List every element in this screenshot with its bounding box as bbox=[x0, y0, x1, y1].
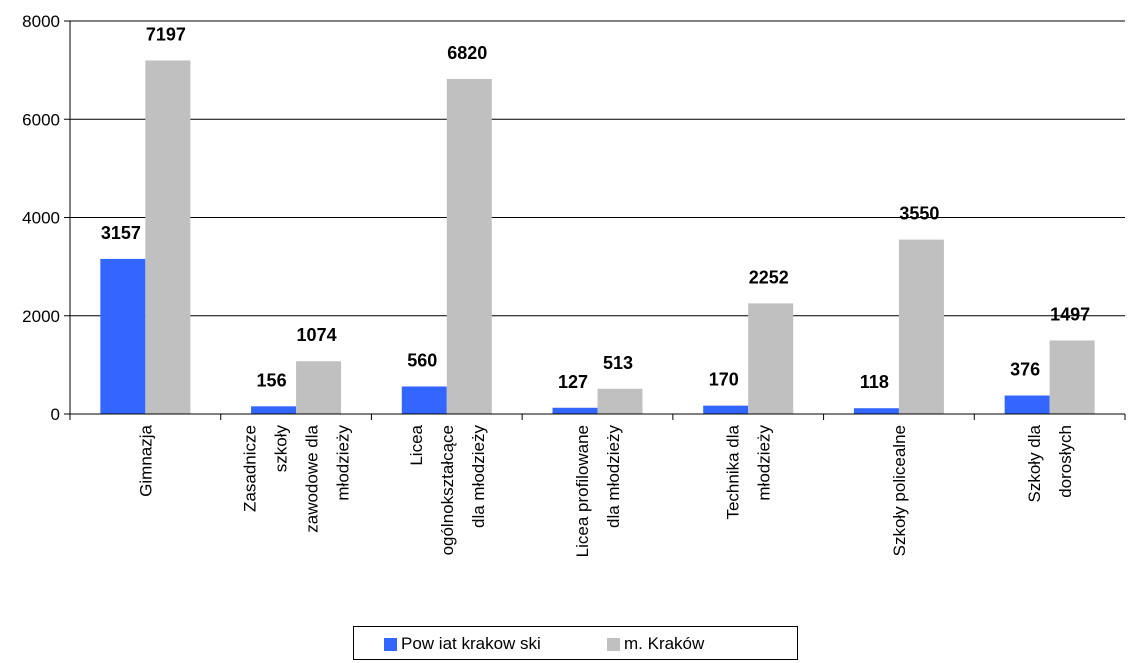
category-label: Licea ogólnokształcące dla młodzieży bbox=[407, 424, 488, 555]
category-label-line: Zasadnicze bbox=[241, 425, 260, 512]
category-label-line: Technika dla bbox=[724, 424, 743, 519]
category-label: Licea profilowane dla młodzieży bbox=[573, 425, 623, 558]
category-labels: Gimnazja Zasadnicze szkoły zawodowe dla młod… bbox=[136, 424, 1075, 557]
data-label: 127 bbox=[558, 372, 588, 392]
data-label: 6820 bbox=[447, 43, 487, 63]
category-label: Szkoły dla dorosłych bbox=[1025, 424, 1075, 502]
axes bbox=[64, 20, 1126, 420]
data-label: 3157 bbox=[101, 223, 141, 243]
bar-series-2 bbox=[898, 239, 944, 414]
data-label: 560 bbox=[407, 350, 437, 370]
category-label: Zasadnicze szkoły zawodowe dla młodzieży bbox=[241, 424, 353, 532]
legend-label-series-1: Pow iat krakow ski bbox=[401, 634, 541, 653]
y-tick-label: 6000 bbox=[22, 110, 60, 129]
legend-item-series-1: Pow iat krakow ski bbox=[384, 634, 541, 654]
category-label-line: młodzieży bbox=[334, 425, 353, 501]
category-label-line: dorosłych bbox=[1056, 425, 1075, 498]
y-tick-labels: 0 2000 4000 6000 8000 bbox=[22, 12, 60, 424]
gridlines bbox=[70, 20, 1125, 317]
bar-series-1 bbox=[703, 405, 749, 414]
y-tick-label: 8000 bbox=[22, 12, 60, 31]
y-tick-label: 0 bbox=[51, 405, 60, 424]
legend-swatch-series-1 bbox=[384, 637, 397, 651]
category-label-line: dla młodzieży bbox=[469, 425, 488, 528]
legend: Pow iat krakow ski m. Kraków bbox=[353, 626, 798, 660]
data-label: 376 bbox=[1010, 360, 1040, 380]
data-label: 3550 bbox=[899, 204, 939, 224]
category-label-line: Szkoły policealne bbox=[890, 425, 909, 556]
legend-label-series-2: m. Kraków bbox=[624, 634, 705, 653]
bar-series-2 bbox=[296, 361, 342, 414]
data-label: 1497 bbox=[1050, 304, 1090, 324]
category-label-line: młodzieży bbox=[755, 425, 774, 501]
data-label: 118 bbox=[860, 372, 889, 392]
data-label: 1074 bbox=[297, 325, 337, 345]
category-label-line: zawodowe dla bbox=[303, 424, 322, 532]
category-label-line: Licea profilowane bbox=[573, 425, 592, 557]
category-label-line: Gimnazja bbox=[136, 424, 155, 496]
data-label: 156 bbox=[257, 370, 287, 390]
category-label: Technika dla młodzieży bbox=[724, 424, 774, 519]
category-label-line: ogólnokształcące bbox=[438, 425, 457, 555]
y-tick-label: 4000 bbox=[22, 209, 60, 228]
bar-series-2 bbox=[145, 60, 191, 414]
bar-series-1 bbox=[251, 406, 297, 414]
category-label-line: Licea bbox=[407, 424, 426, 465]
bars bbox=[100, 60, 1095, 414]
category-label-line: szkoły bbox=[272, 425, 291, 473]
bar-series-2 bbox=[446, 78, 492, 414]
bar-series-1 bbox=[1004, 395, 1050, 414]
bar-series-1 bbox=[401, 386, 447, 414]
bar-series-2 bbox=[597, 388, 643, 414]
bar-series-1 bbox=[853, 408, 899, 414]
bar-series-1 bbox=[552, 407, 598, 414]
legend-item-series-2: m. Kraków bbox=[607, 634, 704, 654]
data-label: 7197 bbox=[146, 24, 186, 44]
category-label: Szkoły policealne bbox=[890, 425, 909, 556]
category-label-line: Szkoły dla bbox=[1025, 424, 1044, 502]
data-label: 513 bbox=[603, 353, 633, 373]
y-tick-label: 2000 bbox=[22, 307, 60, 326]
category-label: Gimnazja bbox=[136, 424, 155, 496]
category-label-line: dla młodzieży bbox=[604, 425, 623, 528]
legend-swatch-series-2 bbox=[607, 637, 620, 651]
data-label: 2252 bbox=[749, 267, 789, 287]
bar-series-2 bbox=[1049, 340, 1095, 414]
data-label: 170 bbox=[709, 370, 739, 390]
data-labels: 3157 156 560 127 170 118 376 7197 1074 6820 513 225… bbox=[101, 24, 1090, 392]
bar-series-2 bbox=[748, 303, 794, 414]
bar-chart: 0 2000 4000 6000 8000 3157 156 560 127 170 118 376… bbox=[22, 12, 1126, 557]
bar-series-1 bbox=[100, 258, 146, 414]
